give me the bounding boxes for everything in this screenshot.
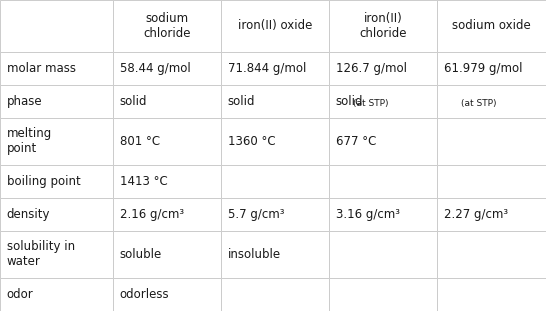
- Bar: [437, 198, 546, 231]
- Bar: [437, 118, 546, 165]
- Bar: [113, 85, 221, 118]
- Bar: [437, 231, 546, 278]
- Bar: [221, 165, 329, 198]
- Bar: [113, 198, 221, 231]
- Text: 5.7 g/cm³: 5.7 g/cm³: [228, 208, 284, 221]
- Bar: [0, 52, 113, 85]
- Text: 3.16 g/cm³: 3.16 g/cm³: [336, 208, 400, 221]
- Text: 61.979 g/mol: 61.979 g/mol: [443, 62, 522, 75]
- Bar: [113, 278, 221, 311]
- Bar: [113, 118, 221, 165]
- Bar: [329, 118, 437, 165]
- Bar: [113, 0, 221, 52]
- Text: insoluble: insoluble: [228, 248, 281, 261]
- Bar: [437, 52, 546, 85]
- Text: 71.844 g/mol: 71.844 g/mol: [228, 62, 306, 75]
- Bar: [0, 118, 113, 165]
- Text: 1413 °C: 1413 °C: [120, 175, 167, 188]
- Text: 126.7 g/mol: 126.7 g/mol: [336, 62, 407, 75]
- Bar: [221, 231, 329, 278]
- Text: soluble: soluble: [120, 248, 162, 261]
- Text: sodium oxide: sodium oxide: [452, 19, 531, 32]
- Bar: [437, 0, 546, 52]
- Text: 2.16 g/cm³: 2.16 g/cm³: [120, 208, 183, 221]
- Bar: [0, 0, 113, 52]
- Text: melting
point: melting point: [7, 128, 52, 156]
- Text: boiling point: boiling point: [7, 175, 80, 188]
- Bar: [329, 165, 437, 198]
- Bar: [113, 52, 221, 85]
- Bar: [437, 278, 546, 311]
- Text: 1360 °C: 1360 °C: [228, 135, 275, 148]
- Bar: [113, 165, 221, 198]
- Bar: [221, 52, 329, 85]
- Text: (at STP): (at STP): [461, 99, 497, 108]
- Text: sodium
chloride: sodium chloride: [143, 12, 191, 40]
- Bar: [437, 85, 546, 118]
- Bar: [329, 198, 437, 231]
- Text: iron(II) oxide: iron(II) oxide: [238, 19, 312, 32]
- Text: phase: phase: [7, 95, 42, 108]
- Bar: [221, 0, 329, 52]
- Bar: [221, 278, 329, 311]
- Text: (at STP): (at STP): [353, 99, 389, 108]
- Text: solubility in
water: solubility in water: [7, 240, 75, 268]
- Text: 2.27 g/cm³: 2.27 g/cm³: [443, 208, 508, 221]
- Bar: [221, 118, 329, 165]
- Text: odor: odor: [7, 288, 33, 301]
- Text: iron(II)
chloride: iron(II) chloride: [359, 12, 407, 40]
- Bar: [0, 231, 113, 278]
- Bar: [113, 231, 221, 278]
- Text: molar mass: molar mass: [7, 62, 75, 75]
- Bar: [329, 278, 437, 311]
- Bar: [0, 198, 113, 231]
- Text: odorless: odorless: [120, 288, 169, 301]
- Text: 58.44 g/mol: 58.44 g/mol: [120, 62, 191, 75]
- Text: solid: solid: [120, 95, 147, 108]
- Bar: [221, 85, 329, 118]
- Bar: [329, 85, 437, 118]
- Bar: [329, 231, 437, 278]
- Text: density: density: [7, 208, 50, 221]
- Bar: [329, 52, 437, 85]
- Bar: [0, 278, 113, 311]
- Bar: [329, 0, 437, 52]
- Bar: [221, 198, 329, 231]
- Bar: [0, 165, 113, 198]
- Text: 801 °C: 801 °C: [120, 135, 159, 148]
- Text: solid: solid: [228, 95, 255, 108]
- Text: solid: solid: [336, 95, 363, 108]
- Bar: [0, 85, 113, 118]
- Bar: [437, 165, 546, 198]
- Text: 677 °C: 677 °C: [336, 135, 376, 148]
